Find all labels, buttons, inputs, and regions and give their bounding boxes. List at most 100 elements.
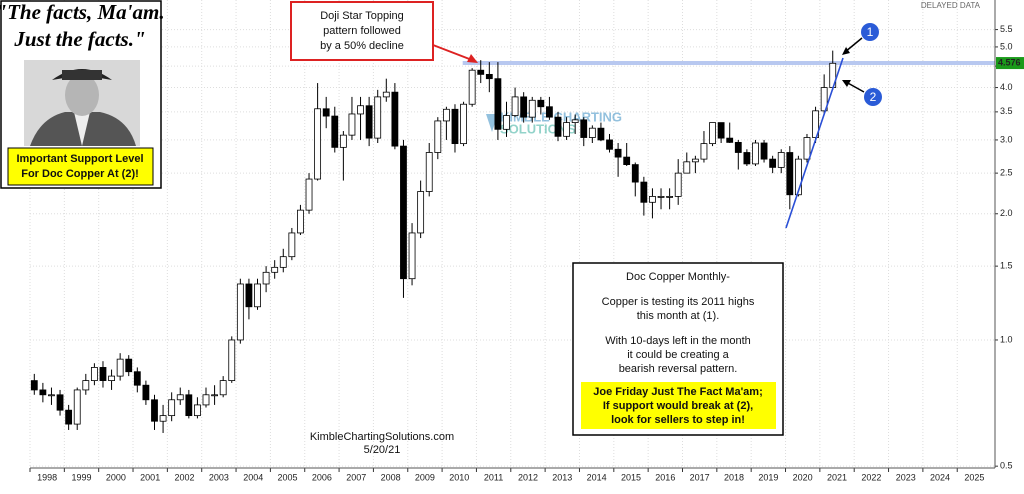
x-tick-label: 2015: [621, 472, 641, 482]
candle-body: [597, 127, 605, 141]
candle-body: [236, 283, 244, 341]
candle-body: [537, 99, 545, 108]
candle-body: [734, 141, 742, 153]
candle-body: [391, 91, 399, 147]
x-tick-label: 2020: [793, 472, 813, 482]
credit: 5/20/21: [364, 444, 401, 456]
candle-body: [803, 137, 811, 160]
x-tick-label: 2017: [690, 472, 710, 482]
portrait-hat-crown: [62, 70, 102, 80]
candle-body: [82, 380, 90, 391]
candle-body: [417, 191, 425, 234]
marker-arrowhead: [842, 80, 851, 87]
candle-body: [425, 152, 433, 192]
candle-body: [468, 69, 476, 105]
candle-body: [683, 161, 691, 174]
support-note: For Doc Copper At (2)!: [21, 168, 139, 180]
x-tick-label: 2004: [243, 472, 263, 482]
commentary-text: it could be creating a: [627, 349, 729, 361]
candle-body: [56, 394, 64, 411]
y-tick-label: 2.5: [1000, 168, 1013, 178]
candle-body: [116, 358, 124, 377]
x-tick-label: 2006: [312, 472, 332, 482]
doji-arrowhead: [467, 54, 478, 63]
candle-body: [185, 394, 193, 417]
x-tick-label: 2002: [175, 472, 195, 482]
candle-body: [142, 384, 150, 401]
candle-body: [219, 380, 227, 396]
candle-body: [168, 399, 176, 417]
candle-body: [65, 409, 73, 425]
y-tick-label: 3.5: [1000, 106, 1013, 116]
doji-arrow: [432, 44, 473, 61]
candle-body: [786, 152, 794, 196]
candle-body: [546, 106, 553, 118]
marker-arrow: [844, 37, 863, 53]
y-tick-label: 3.0: [1000, 134, 1013, 144]
commentary-text: Doc Copper Monthly-: [626, 271, 730, 283]
doji-text: Doji Star Topping: [320, 10, 404, 22]
candle-body: [691, 158, 699, 163]
y-tick-label: 0.5: [1000, 461, 1013, 471]
candle-body: [322, 108, 330, 117]
candle-body: [382, 91, 390, 98]
candle-body: [228, 339, 236, 381]
candle-body: [640, 181, 648, 203]
candle-body: [48, 394, 55, 397]
callout-text: Joe Friday Just The Fact Ma'am;: [593, 386, 763, 398]
x-tick-label: 1999: [71, 472, 91, 482]
candle-body: [571, 119, 579, 123]
support-note: Important Support Level: [16, 153, 143, 165]
candle-body: [752, 142, 759, 165]
y-tick-label: 2.0: [1000, 208, 1013, 218]
candle-body: [314, 108, 322, 180]
callout-text: If support would break at (2),: [603, 400, 753, 412]
quote-line: "The facts, Ma'am.: [0, 0, 165, 24]
x-tick-label: 1998: [37, 472, 57, 482]
x-tick-label: 2016: [655, 472, 675, 482]
candle-body: [494, 78, 502, 130]
marker-arrow: [845, 81, 865, 93]
candle-body: [365, 105, 373, 139]
candle-body: [151, 399, 158, 422]
candle-body: [606, 139, 613, 150]
commentary-text: bearish reversal pattern.: [619, 363, 738, 375]
candle-body: [39, 389, 47, 396]
candle-body: [726, 137, 734, 143]
candle-body: [451, 108, 459, 145]
candle-body: [434, 120, 442, 153]
candle-body: [520, 96, 528, 118]
marker-label: 1: [867, 25, 874, 39]
candle-body: [503, 115, 510, 130]
candle-body: [400, 145, 407, 280]
candle-body: [245, 283, 253, 308]
candle-body: [477, 69, 485, 75]
commentary-text: Copper is testing its 2011 highs: [602, 296, 755, 308]
candle-body: [528, 99, 536, 118]
candle-body: [485, 73, 493, 80]
candle-body: [760, 142, 768, 160]
candle-body: [442, 108, 450, 122]
candle-body: [133, 371, 141, 386]
candle-body: [211, 394, 218, 397]
commentary-text: this month at (1).: [637, 310, 720, 322]
candle-body: [614, 148, 622, 158]
doji-box: [290, 1, 434, 61]
x-tick-label: 2014: [587, 472, 607, 482]
candle-body: [90, 367, 98, 381]
support-note-box: [7, 147, 154, 186]
x-tick-label: 2000: [106, 472, 126, 482]
x-tick-label: 2021: [827, 472, 847, 482]
candle-body: [657, 196, 665, 198]
portrait-face: [65, 74, 99, 116]
x-tick-label: 2025: [964, 472, 984, 482]
candle-body: [348, 113, 356, 136]
y-tick-label: 4.0: [1000, 82, 1013, 92]
x-tick-label: 2023: [896, 472, 916, 482]
candle-body: [794, 158, 802, 196]
x-tick-label: 2013: [552, 472, 572, 482]
candle-body: [408, 232, 416, 280]
x-tick-label: 2009: [415, 472, 435, 482]
candle-body: [588, 127, 596, 138]
